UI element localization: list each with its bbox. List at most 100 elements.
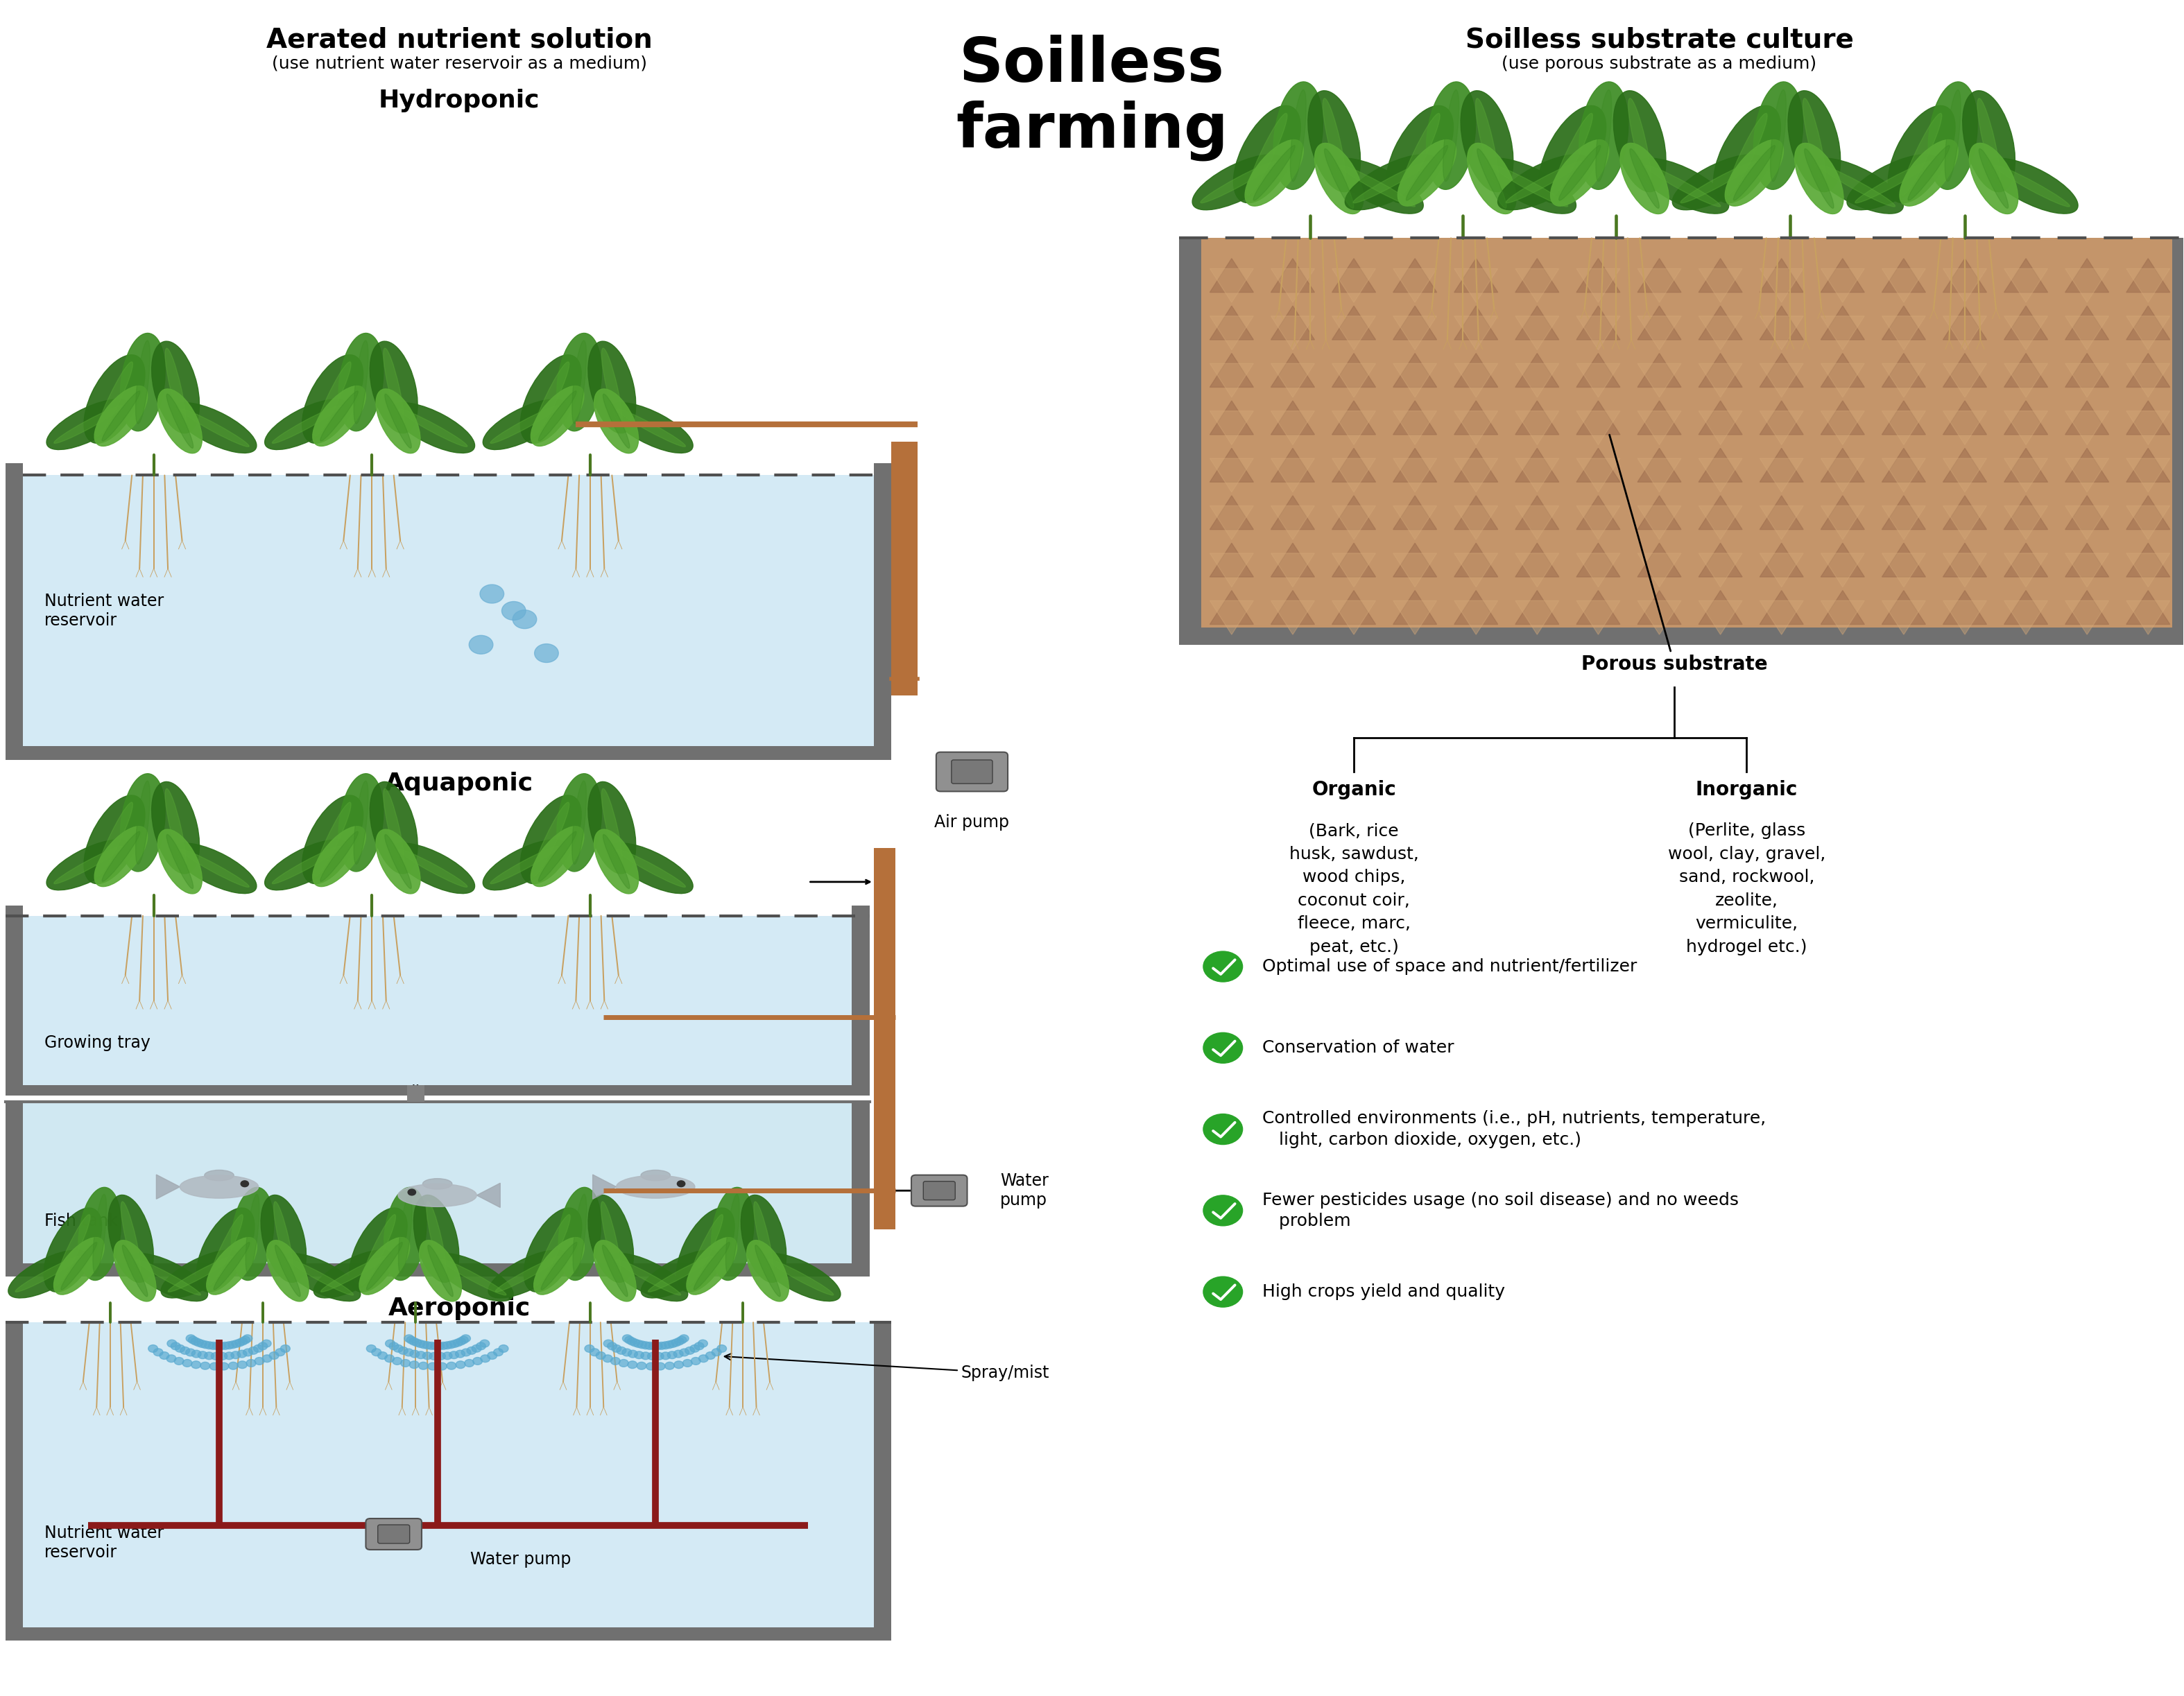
Polygon shape: [1577, 543, 1621, 577]
Circle shape: [411, 1350, 419, 1357]
Polygon shape: [1944, 353, 1987, 387]
Ellipse shape: [1245, 139, 1304, 205]
Text: Porous substrate: Porous substrate: [1581, 434, 1767, 675]
Ellipse shape: [1673, 154, 1765, 210]
Polygon shape: [2066, 505, 2110, 539]
Ellipse shape: [1734, 146, 1776, 200]
Ellipse shape: [61, 1241, 96, 1289]
Circle shape: [625, 1336, 633, 1343]
Polygon shape: [2127, 305, 2171, 339]
Bar: [874, 463, 891, 760]
Ellipse shape: [1192, 154, 1284, 210]
Ellipse shape: [616, 1175, 695, 1199]
Polygon shape: [1699, 315, 1743, 349]
Ellipse shape: [533, 802, 570, 877]
Polygon shape: [1821, 458, 1865, 492]
Polygon shape: [2127, 315, 2171, 349]
Circle shape: [1203, 951, 1243, 982]
Circle shape: [422, 1352, 432, 1360]
Polygon shape: [1699, 258, 1743, 292]
Polygon shape: [1210, 505, 1254, 539]
Ellipse shape: [1234, 105, 1299, 204]
Polygon shape: [1883, 353, 1926, 387]
Bar: [1179, 628, 2184, 644]
Polygon shape: [2066, 543, 2110, 577]
Circle shape: [242, 1335, 253, 1342]
Polygon shape: [1821, 543, 1865, 577]
Ellipse shape: [491, 405, 559, 443]
Circle shape: [389, 1343, 400, 1350]
Circle shape: [677, 1336, 686, 1343]
Circle shape: [190, 1338, 201, 1345]
Polygon shape: [1883, 590, 1926, 624]
Ellipse shape: [712, 1187, 753, 1280]
Ellipse shape: [301, 354, 363, 443]
Bar: [22, 475, 874, 746]
Ellipse shape: [640, 1250, 721, 1297]
Polygon shape: [2005, 363, 2049, 397]
Circle shape: [229, 1362, 238, 1369]
Polygon shape: [1393, 590, 1437, 624]
Polygon shape: [1271, 258, 1315, 292]
Ellipse shape: [207, 1214, 242, 1286]
Polygon shape: [1210, 458, 1254, 492]
Polygon shape: [1944, 258, 1987, 292]
Ellipse shape: [260, 1196, 306, 1282]
Polygon shape: [1577, 458, 1621, 492]
Circle shape: [487, 1352, 498, 1358]
Polygon shape: [1883, 505, 1926, 539]
Polygon shape: [1638, 305, 1682, 339]
Polygon shape: [1760, 410, 1804, 444]
Circle shape: [205, 1342, 214, 1348]
Circle shape: [627, 1338, 638, 1345]
Ellipse shape: [483, 840, 566, 890]
Text: Inorganic: Inorganic: [1695, 780, 1797, 799]
Polygon shape: [1944, 553, 1987, 587]
Polygon shape: [476, 1184, 500, 1208]
Polygon shape: [1883, 258, 1926, 292]
Polygon shape: [1699, 400, 1743, 434]
Ellipse shape: [609, 1253, 688, 1301]
Circle shape: [424, 1342, 432, 1348]
Circle shape: [631, 1338, 640, 1347]
Text: Aerated nutrient solution: Aerated nutrient solution: [266, 27, 653, 53]
Polygon shape: [1883, 410, 1926, 444]
Polygon shape: [1638, 363, 1682, 397]
Polygon shape: [1638, 410, 1682, 444]
Polygon shape: [1393, 258, 1437, 292]
Circle shape: [712, 1348, 721, 1357]
Polygon shape: [1393, 315, 1437, 349]
Circle shape: [472, 1345, 480, 1352]
Polygon shape: [1760, 495, 1804, 529]
Polygon shape: [1455, 495, 1498, 529]
Text: Conservation of water: Conservation of water: [1262, 1040, 1455, 1057]
Circle shape: [212, 1352, 221, 1360]
Ellipse shape: [181, 850, 249, 887]
Polygon shape: [1516, 553, 1559, 587]
Polygon shape: [1271, 268, 1315, 302]
Circle shape: [612, 1357, 620, 1365]
Polygon shape: [1516, 543, 1559, 577]
Text: Water
pump: Water pump: [1000, 1172, 1048, 1209]
Ellipse shape: [769, 1260, 834, 1296]
Ellipse shape: [616, 850, 686, 887]
Circle shape: [675, 1338, 684, 1345]
Text: Fewer pesticides usage (no soil disease) and no weeds
   problem: Fewer pesticides usage (no soil disease)…: [1262, 1192, 1738, 1230]
Ellipse shape: [601, 789, 622, 867]
Polygon shape: [2066, 410, 2110, 444]
Circle shape: [186, 1335, 197, 1342]
Circle shape: [627, 1360, 638, 1369]
Polygon shape: [1944, 458, 1987, 492]
Ellipse shape: [157, 388, 203, 453]
Circle shape: [699, 1355, 708, 1362]
Circle shape: [456, 1350, 465, 1357]
Ellipse shape: [695, 1241, 729, 1289]
Circle shape: [437, 1352, 446, 1360]
Polygon shape: [1455, 305, 1498, 339]
Ellipse shape: [384, 834, 411, 889]
Ellipse shape: [1970, 142, 2018, 214]
Circle shape: [430, 1342, 441, 1350]
Polygon shape: [2005, 505, 2049, 539]
Polygon shape: [2066, 448, 2110, 482]
Polygon shape: [1210, 410, 1254, 444]
